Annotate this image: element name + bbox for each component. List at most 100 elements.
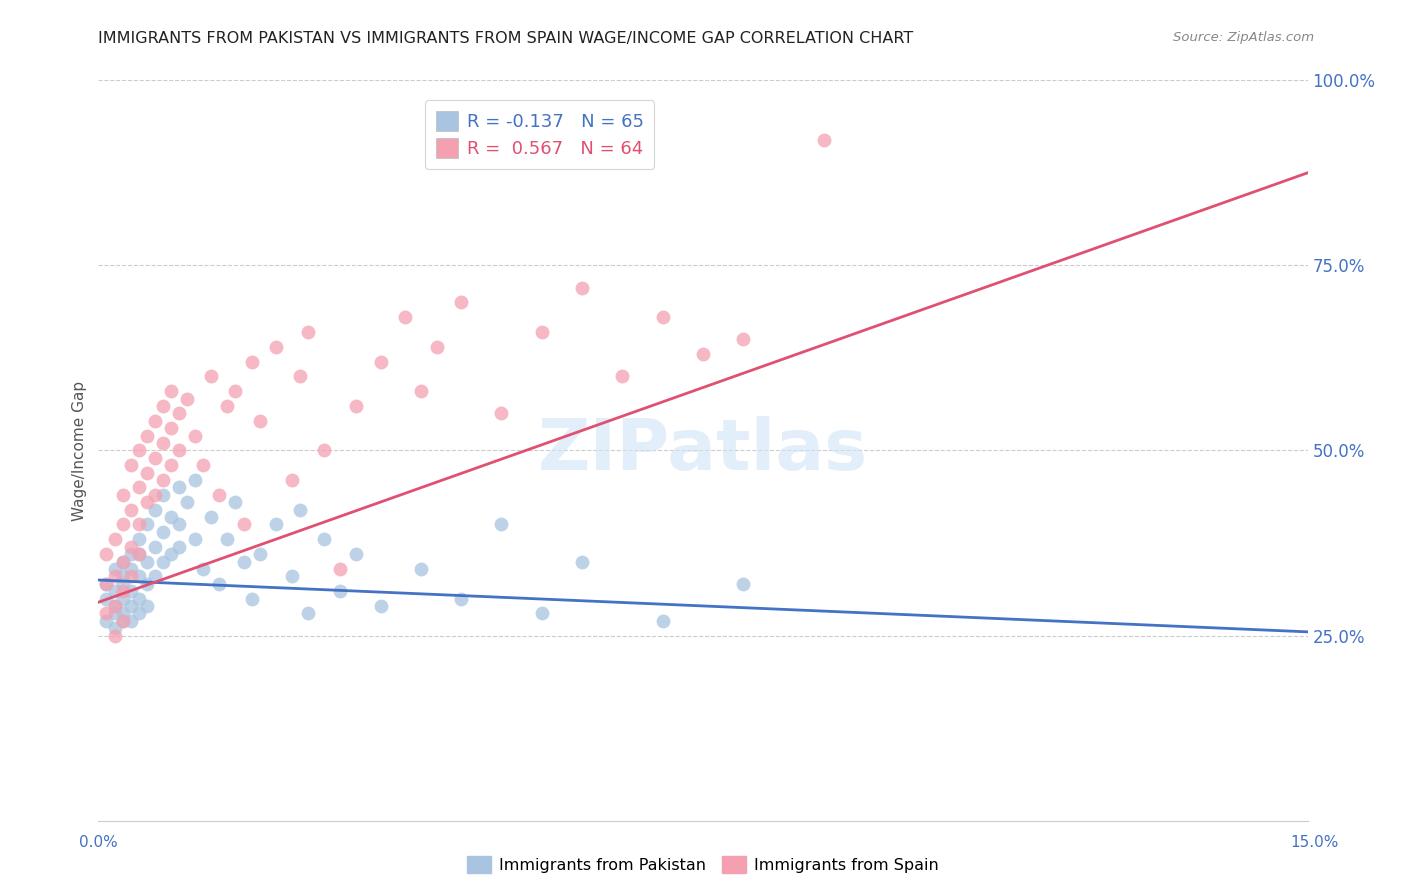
Point [135, 495, 157, 509]
Text: IMMIGRANTS FROM PAKISTAN VS IMMIGRANTS FROM SPAIN WAGE/INCOME GAP CORRELATION CH: IMMIGRANTS FROM PAKISTAN VS IMMIGRANTS F… [98, 31, 914, 46]
Point [329, 562, 352, 576]
Point [143, 569, 166, 583]
Point [571, 555, 593, 569]
Point [571, 280, 593, 294]
Point [120, 614, 142, 628]
Point [111, 555, 134, 569]
Point [249, 414, 271, 428]
Point [103, 599, 125, 613]
Point [135, 555, 157, 569]
Point [813, 132, 835, 146]
Point [733, 576, 755, 591]
Point [111, 576, 134, 591]
Point [167, 517, 190, 532]
Point [128, 480, 150, 494]
Point [184, 473, 207, 487]
Point [103, 562, 125, 576]
Point [288, 369, 311, 384]
Point [176, 392, 198, 406]
Point [152, 488, 174, 502]
Point [193, 562, 215, 576]
Point [103, 607, 125, 621]
Point [297, 325, 319, 339]
Point [530, 325, 553, 339]
Point [409, 384, 432, 399]
Point [491, 517, 513, 532]
Point [120, 540, 142, 554]
Point [281, 569, 304, 583]
Point [128, 533, 150, 547]
Point [120, 569, 142, 583]
Point [733, 332, 755, 346]
Point [135, 599, 157, 613]
Legend: Immigrants from Pakistan, Immigrants from Spain: Immigrants from Pakistan, Immigrants fro… [461, 849, 945, 880]
Point [264, 517, 287, 532]
Point [314, 443, 336, 458]
Point [128, 547, 150, 561]
Point [232, 517, 254, 532]
Point [281, 473, 304, 487]
Point [264, 340, 287, 354]
Point [167, 443, 190, 458]
Point [224, 384, 246, 399]
Text: 15.0%: 15.0% [1291, 836, 1339, 850]
Point [128, 607, 150, 621]
Point [409, 562, 432, 576]
Point [217, 399, 239, 413]
Point [128, 591, 150, 606]
Point [160, 458, 183, 473]
Point [96, 591, 118, 606]
Point [143, 450, 166, 465]
Legend: R = -0.137   N = 65, R =  0.567   N = 64: R = -0.137 N = 65, R = 0.567 N = 64 [425, 101, 654, 169]
Point [135, 428, 157, 442]
Point [167, 407, 190, 421]
Point [208, 576, 231, 591]
Point [96, 576, 118, 591]
Point [103, 533, 125, 547]
Point [135, 576, 157, 591]
Point [200, 369, 222, 384]
Point [103, 621, 125, 635]
Point [111, 607, 134, 621]
Point [111, 517, 134, 532]
Point [152, 473, 174, 487]
Point [111, 614, 134, 628]
Point [152, 555, 174, 569]
Point [530, 607, 553, 621]
Text: ZIPatlas: ZIPatlas [538, 416, 868, 485]
Point [120, 584, 142, 599]
Point [128, 569, 150, 583]
Point [128, 443, 150, 458]
Point [184, 428, 207, 442]
Point [111, 488, 134, 502]
Point [96, 614, 118, 628]
Point [152, 399, 174, 413]
Point [160, 547, 183, 561]
Point [111, 614, 134, 628]
Point [120, 599, 142, 613]
Point [128, 547, 150, 561]
Point [297, 607, 319, 621]
Point [450, 295, 472, 310]
Point [344, 399, 367, 413]
Point [370, 599, 392, 613]
Point [96, 547, 118, 561]
Point [612, 369, 634, 384]
Point [160, 510, 183, 524]
Point [111, 591, 134, 606]
Point [651, 310, 673, 325]
Point [692, 347, 714, 361]
Point [152, 524, 174, 539]
Point [193, 458, 215, 473]
Y-axis label: Wage/Income Gap: Wage/Income Gap [72, 380, 87, 521]
Point [344, 547, 367, 561]
Point [143, 488, 166, 502]
Point [450, 591, 472, 606]
Point [103, 628, 125, 642]
Text: Source: ZipAtlas.com: Source: ZipAtlas.com [1174, 31, 1315, 45]
Point [651, 614, 673, 628]
Point [135, 466, 157, 480]
Point [208, 488, 231, 502]
Point [491, 407, 513, 421]
Point [120, 547, 142, 561]
